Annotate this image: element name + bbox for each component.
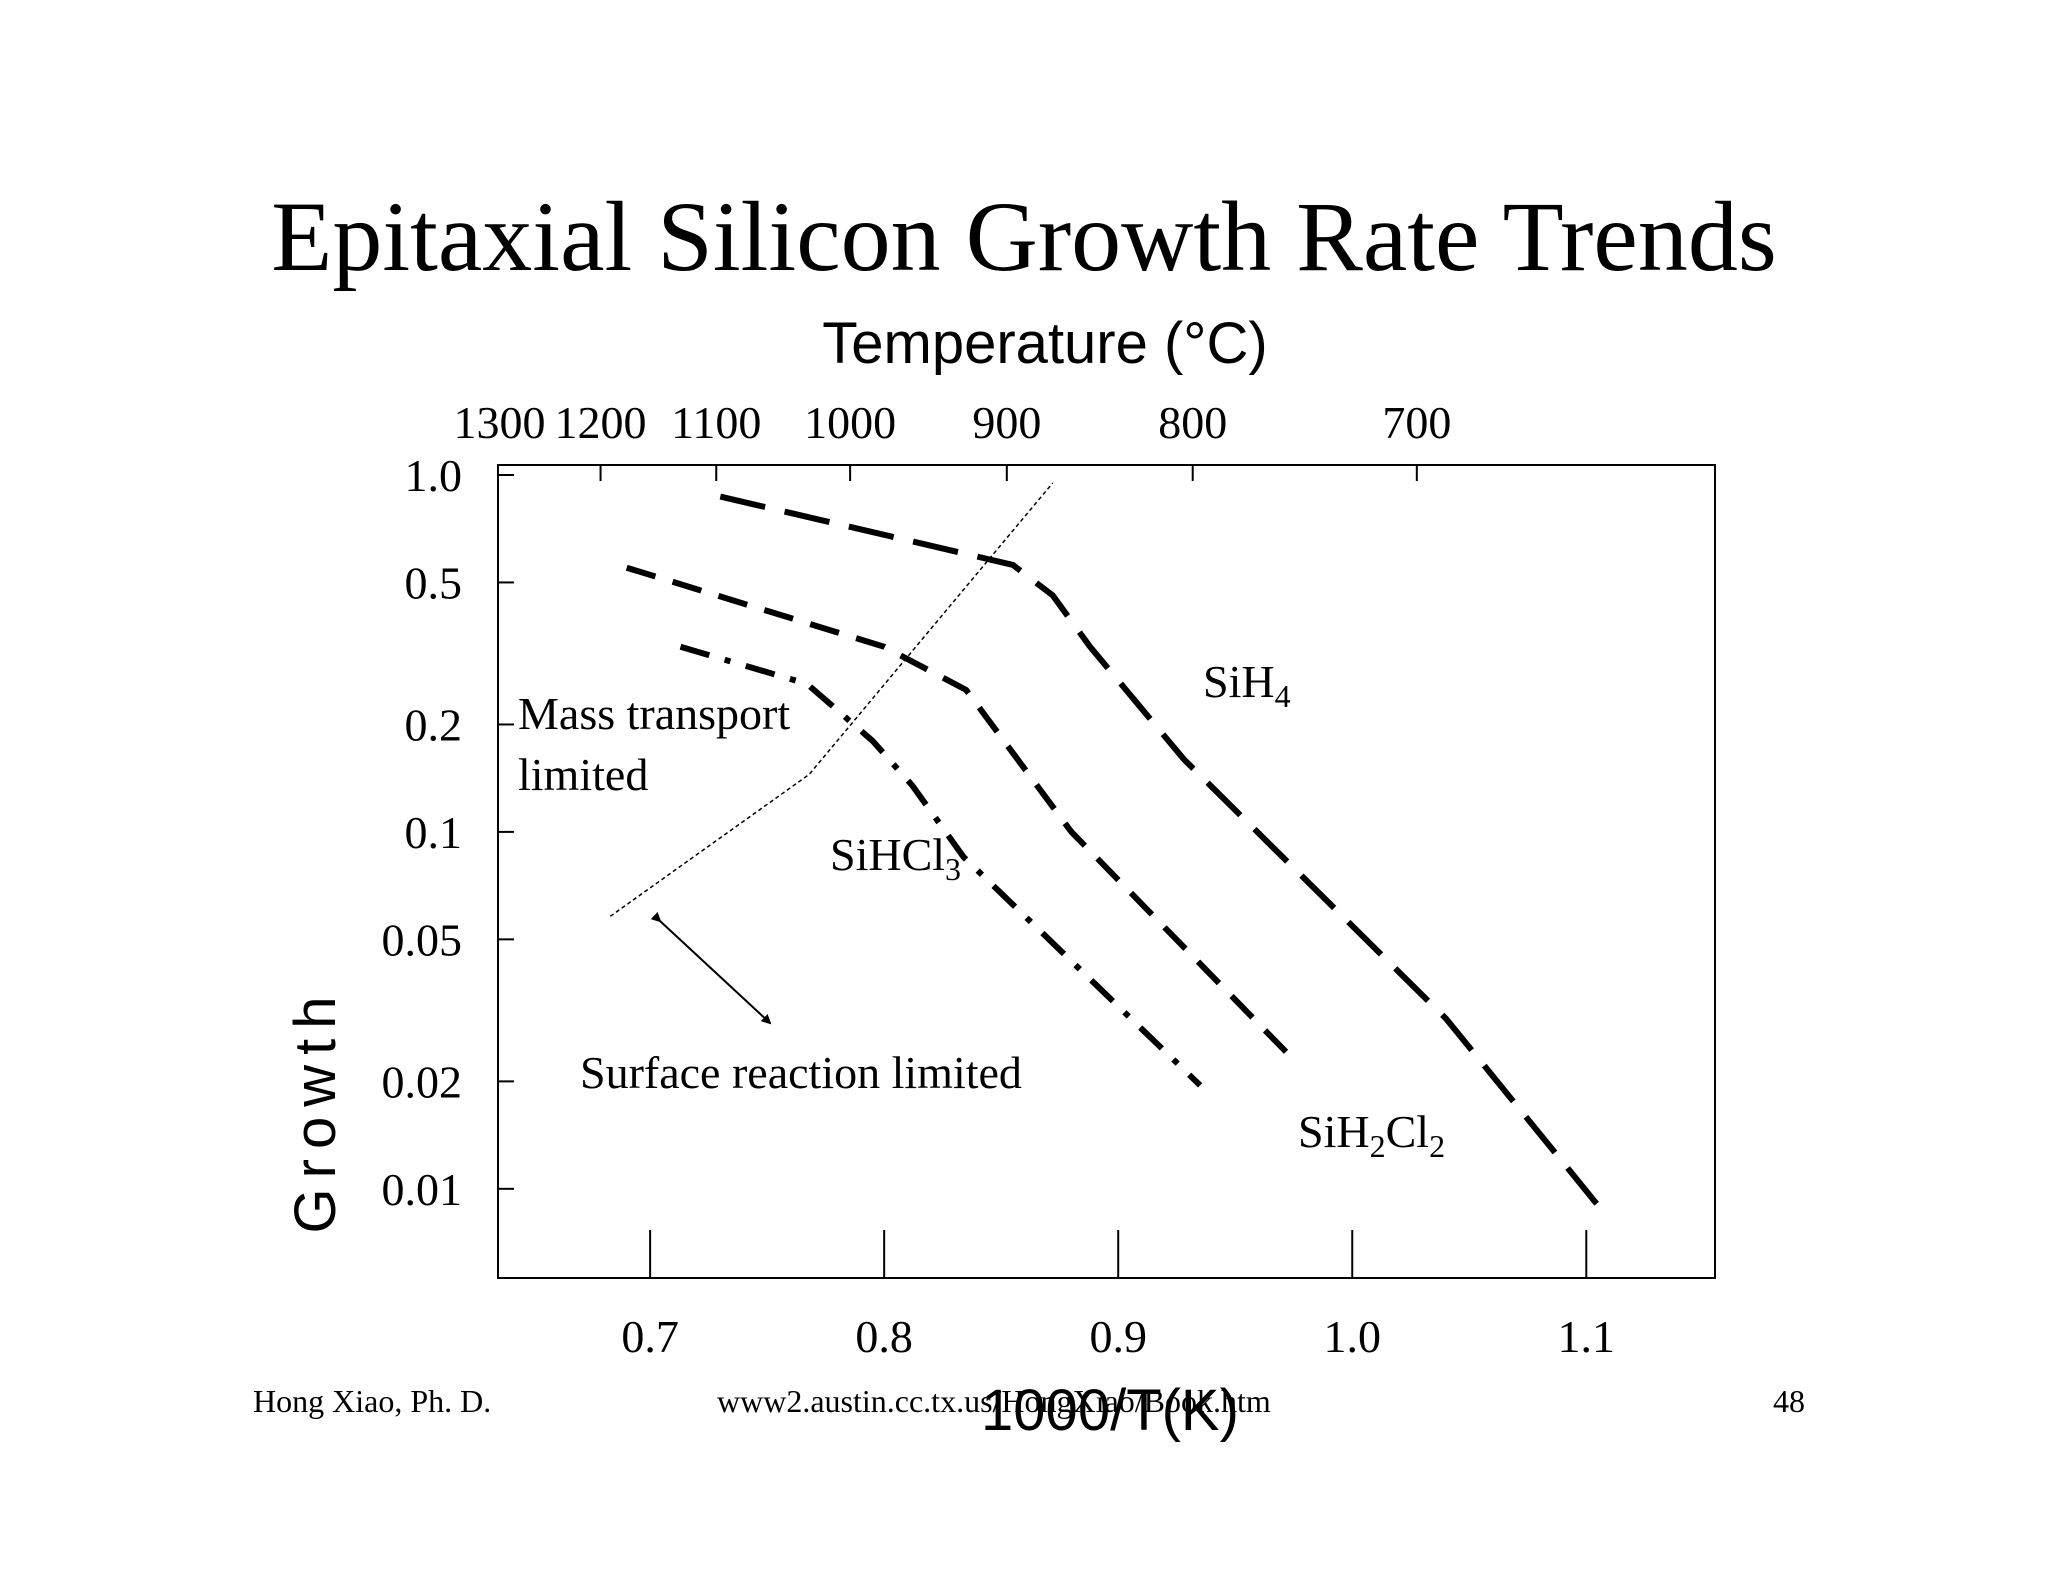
series-label-sih4: SiH4 <box>1203 656 1291 714</box>
x-tick-label: 1.0 <box>1323 1311 1381 1362</box>
y-tick-label: 0.5 <box>405 557 463 608</box>
y-tick-label: 0.05 <box>382 914 463 965</box>
y-tick-label: 0.01 <box>382 1164 463 1215</box>
y-tick-label: 0.02 <box>382 1056 463 1107</box>
series-line-sih4 <box>719 493 1608 1216</box>
x-axis-title: 1000/T(K) <box>981 1378 1239 1443</box>
annotation-mass-transport-line1: Mass transport <box>518 688 790 739</box>
series-label-sihcl3: SiHCl3 <box>830 829 961 887</box>
x-tick-label: 0.8 <box>855 1311 913 1362</box>
top-tick-label: 1000 <box>804 397 896 448</box>
annotation-surface-reaction: Surface reaction limited <box>580 1047 1022 1098</box>
plot-frame <box>497 464 1716 1279</box>
series-line-sih2cl2 <box>625 564 1296 1062</box>
x-tick-label: 1.1 <box>1558 1311 1616 1362</box>
top-tick-label: 1200 <box>555 397 647 448</box>
regime-arrow <box>650 911 772 1025</box>
y-tick-label: 1.0 <box>405 450 463 501</box>
top-axis-title: Temperature (°C) <box>822 311 1267 376</box>
footer-url: www2.austin.cc.tx.us/HongXiao/Book.htm <box>717 1383 1271 1419</box>
series-line-sihcl3 <box>679 643 1203 1088</box>
y-axis-ticks: 1.0 0.5 0.2 0.1 0.05 0.02 0.01 <box>382 450 514 1215</box>
y-tick-label: 0.1 <box>405 807 463 858</box>
top-axis-ticks: 1300 1200 1100 1000 900 800 700 <box>454 397 1451 481</box>
top-tick-label: 1300 <box>454 397 546 448</box>
top-tick-label: 700 <box>1382 397 1451 448</box>
x-axis-ticks: 0.7 0.8 0.9 1.0 1.1 <box>621 1230 1615 1362</box>
series-lines <box>625 493 1608 1216</box>
annotation-mass-transport-line2: limited <box>518 749 648 800</box>
top-tick-label: 800 <box>1158 397 1227 448</box>
footer-author: Hong Xiao, Ph. D. <box>253 1383 491 1419</box>
y-tick-label: 0.2 <box>405 699 463 750</box>
page-title: Epitaxial Silicon Growth Rate Trends <box>271 181 1776 292</box>
top-tick-label: 900 <box>972 397 1041 448</box>
y-axis-title: Growth <box>283 987 348 1234</box>
top-tick-label: 1100 <box>671 397 761 448</box>
series-label-sih2cl2: SiH2Cl2 <box>1298 1106 1445 1164</box>
footer-page-number: 48 <box>1773 1383 1805 1419</box>
regime-boundary-line <box>609 482 1054 917</box>
x-tick-label: 0.9 <box>1089 1311 1147 1362</box>
x-tick-label: 0.7 <box>621 1311 679 1362</box>
